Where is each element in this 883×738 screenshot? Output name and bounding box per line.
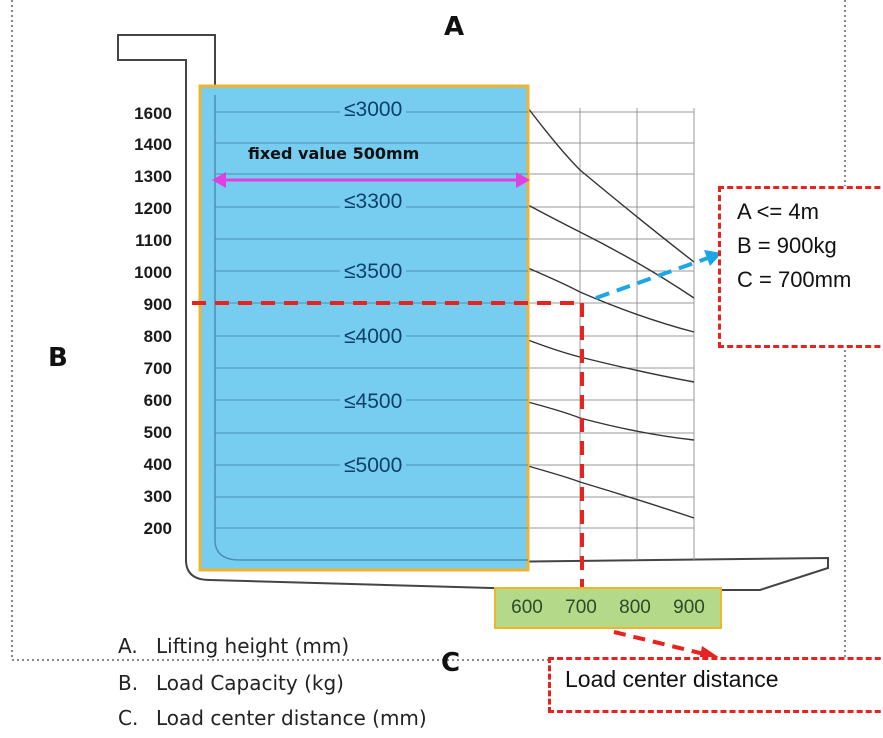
fixed-value-arrow [212,172,530,188]
y-tick: 1300 [134,167,172,186]
legend-text: Load Capacity (kg) [156,671,344,695]
annotation-line-b: B = 900kg [737,233,837,258]
y-tick: 800 [143,327,172,346]
legend-item-c: C. Load center distance (mm) [118,706,427,730]
fixed-value-label: fixed value 500mm [248,144,420,163]
x-tick: 800 [619,597,651,618]
x-tick: 900 [673,597,705,618]
capacity-label: ≤3500 [340,260,407,284]
load-center-distance-box: Load center distance [548,657,883,713]
label-a: A [444,12,465,42]
annotation-line-c: C = 700mm [737,267,852,292]
y-tick: 1100 [135,231,172,250]
y-tick: 1200 [134,199,172,218]
y-tick: 400 [143,455,172,474]
highlight-fork-curve [214,95,528,561]
legend-item-a: A. Lifting height (mm) [118,634,349,658]
x-axis-box: 600 700 800 900 [494,587,722,629]
legend-key: C. [118,706,139,730]
x-tick: 600 [511,597,543,618]
legend-text: Load center distance (mm) [156,706,427,730]
label-c: C [441,648,461,678]
y-tick: 1000 [134,263,172,282]
annotation-line-a: A <= 4m [737,199,819,224]
y-tick: 700 [143,359,172,378]
x-tick: 700 [565,597,597,618]
result-annotation: A <= 4m B = 900kg C = 700mm [718,186,883,348]
y-tick: 500 [143,423,172,442]
capacity-label: ≤3300 [340,190,407,214]
grid [528,108,695,560]
y-tick: 600 [143,391,172,410]
legend-text: Lifting height (mm) [156,634,350,658]
capacity-curves [527,107,695,519]
legend-key: B. [118,671,139,695]
y-tick: 900 [143,295,172,314]
y-tick: 1400 [134,135,172,154]
y-tick: 1600 [134,104,172,123]
capacity-label: ≤4000 [340,325,407,349]
y-tick: 200 [143,519,172,538]
capacity-label: ≤3000 [340,98,407,122]
capacity-label: ≤5000 [340,454,407,478]
blue-arrow [595,250,722,300]
capacity-label: ≤4500 [340,390,407,414]
y-tick: 300 [143,487,172,506]
label-b: B [48,343,68,373]
legend-item-b: B. Load Capacity (kg) [118,671,344,695]
legend-key: A. [118,634,138,658]
